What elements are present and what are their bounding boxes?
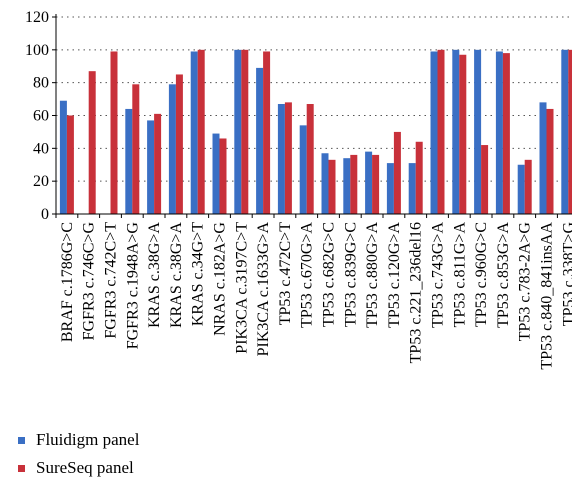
bar-sureseq	[459, 54, 467, 215]
legend-label-fluidigm: Fluidigm panel	[36, 430, 140, 449]
bar-sureseq	[502, 53, 510, 214]
x-tick-label: FGFR3 c.1948A>G	[124, 222, 141, 350]
bar-sureseq	[481, 145, 489, 214]
bar-sureseq	[568, 49, 572, 215]
bar-sureseq	[328, 159, 336, 214]
bar-sureseq	[306, 104, 314, 214]
bar-sureseq	[219, 138, 227, 214]
bar-sureseq	[110, 51, 118, 214]
bar-fluidigm	[430, 51, 438, 214]
bar-fluidigm	[212, 133, 220, 214]
x-tick-label: FGFR3 c.742C>T	[103, 222, 120, 339]
bar-fluidigm	[59, 100, 67, 214]
x-tick-label: TP53 c.338T>G	[560, 222, 572, 327]
bar-fluidigm	[452, 49, 460, 215]
x-tick-label: TP53 c.960G>C	[473, 222, 490, 327]
bar-sureseq	[546, 108, 554, 214]
legend-item-fluidigm: Fluidigm panel	[18, 427, 139, 453]
x-tick-label: TP53 c.880G>A	[364, 222, 381, 328]
sureseq-swatch	[18, 464, 25, 472]
y-tick-label: 40	[33, 140, 49, 157]
bar-sureseq	[350, 154, 358, 214]
bar-fluidigm	[561, 49, 569, 215]
legend-label-sureseq: SureSeq panel	[36, 458, 134, 477]
y-tick-label: 120	[25, 9, 49, 26]
bar-fluidigm	[234, 49, 242, 215]
x-tick-labels: BRAF c.1786G>C FGFR3 c.746C>G FGFR3 c.742C…	[59, 222, 572, 370]
x-tick-label: TP53 c.670G>A	[299, 222, 316, 328]
bar-fluidigm	[321, 153, 329, 214]
x-tick-label: PIK3CA c.1633G>A	[255, 222, 272, 357]
x-tick-label: TP53 c.839G>C	[342, 222, 359, 327]
x-tick-label: TP53 c.682G>C	[321, 222, 338, 327]
bar-fluidigm	[190, 51, 198, 214]
x-tick-label: TP53 c.221_236del16	[408, 222, 425, 363]
x-tick-label: TP53 c.120G>A	[386, 222, 403, 328]
bar-sureseq	[132, 84, 140, 214]
legend-item-sureseq: SureSeq panel	[18, 455, 139, 481]
bar-fluidigm	[343, 158, 351, 214]
bar-sureseq	[437, 49, 445, 215]
grid-lines	[56, 16, 572, 182]
bar-sureseq	[197, 49, 205, 215]
bar-sureseq	[524, 159, 532, 214]
bar-fluidigm	[365, 151, 373, 214]
y-tick-label: 80	[33, 75, 49, 92]
bar-fluidigm	[125, 108, 133, 214]
bar-sureseq	[284, 102, 292, 214]
bar-fluidigm	[495, 51, 503, 214]
bars	[59, 49, 572, 215]
bar-sureseq	[66, 115, 74, 214]
bar-fluidigm	[474, 49, 482, 215]
y-tick-label: 20	[33, 173, 49, 190]
y-tick-label: 60	[33, 108, 49, 125]
y-tick-labels: 0 20 40 60 80 100 120	[25, 9, 49, 223]
bar-fluidigm	[539, 102, 547, 214]
bar-fluidigm	[299, 125, 307, 214]
x-tick-label: TP53 c.783-2A>G	[517, 222, 534, 342]
x-tick-label: KRAS c.38G>A	[168, 222, 185, 328]
x-tick-label: TP53 c.472C>T	[277, 222, 294, 325]
x-tick-label: TP53 c.840_841insAA	[539, 222, 556, 370]
bar-sureseq	[263, 51, 271, 214]
bar-sureseq	[241, 49, 249, 215]
x-tick-label: KRAS c.34G>T	[190, 222, 207, 326]
x-tick-label: TP53 c.811G>A	[451, 222, 468, 328]
bar-fluidigm	[517, 164, 525, 214]
x-tick-label: PIK3CA c.3197C>T	[233, 222, 250, 354]
fluidigm-swatch	[18, 436, 25, 444]
bar-fluidigm	[168, 84, 176, 214]
bar-chart: 0 20 40 60 80 100 120 BRAF c.1786G>C FGFR3 c.74…	[25, 9, 572, 370]
bar-sureseq	[88, 71, 96, 214]
x-tick-label: TP53 c.743G>A	[430, 222, 447, 328]
bar-fluidigm	[147, 120, 155, 214]
bar-fluidigm	[256, 67, 264, 215]
x-tick-label: NRAS c.182A>G	[212, 222, 229, 336]
axes	[52, 14, 572, 218]
y-tick-label: 100	[25, 42, 49, 59]
x-tick-label: BRAF c.1786G>C	[59, 222, 76, 342]
bar-sureseq	[393, 131, 401, 214]
bar-sureseq	[175, 74, 183, 214]
x-tick-label: TP53 c.853G>A	[495, 222, 512, 328]
bar-sureseq	[415, 141, 423, 214]
bar-fluidigm	[386, 163, 394, 214]
bar-sureseq	[372, 154, 380, 214]
legend: Fluidigm panel SureSeq panel	[18, 427, 139, 483]
y-tick-label: 0	[41, 206, 49, 223]
x-tick-label: FGFR3 c.746C>G	[81, 222, 98, 341]
bar-fluidigm	[408, 163, 416, 214]
x-tick-label: KRAS c.38G>A	[146, 222, 163, 328]
bar-fluidigm	[277, 104, 285, 214]
bar-sureseq	[154, 113, 162, 214]
